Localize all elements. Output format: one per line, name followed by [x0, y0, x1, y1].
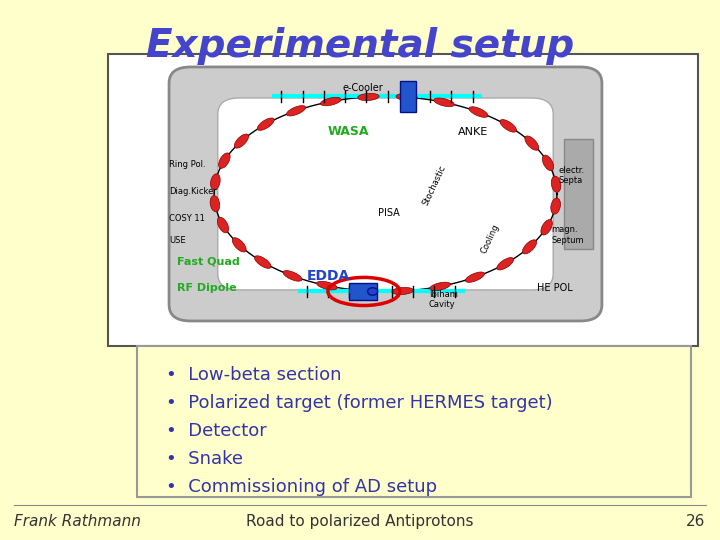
- Text: WASA: WASA: [328, 125, 369, 138]
- FancyBboxPatch shape: [108, 54, 698, 346]
- Text: Stochastic: Stochastic: [421, 164, 448, 207]
- Ellipse shape: [551, 198, 560, 214]
- Ellipse shape: [233, 238, 246, 252]
- Text: EDDA: EDDA: [306, 269, 349, 284]
- FancyBboxPatch shape: [217, 98, 553, 290]
- Text: Experimental setup: Experimental setup: [146, 27, 574, 65]
- Ellipse shape: [320, 97, 341, 106]
- Text: •  Commissioning of AD setup: • Commissioning of AD setup: [166, 478, 437, 496]
- Text: Road to polarized Antiprotons: Road to polarized Antiprotons: [246, 514, 474, 529]
- Ellipse shape: [542, 155, 554, 171]
- Text: •  Polarized target (former HERMES target): • Polarized target (former HERMES target…: [166, 394, 552, 412]
- Text: electr.
Septa: electr. Septa: [558, 166, 585, 185]
- Ellipse shape: [217, 217, 228, 233]
- Ellipse shape: [525, 136, 539, 150]
- Text: magn.
Septum: magn. Septum: [551, 225, 584, 245]
- FancyBboxPatch shape: [137, 346, 691, 497]
- Ellipse shape: [219, 153, 230, 168]
- Ellipse shape: [434, 98, 454, 106]
- Text: Diag.Kicker: Diag.Kicker: [169, 187, 217, 196]
- Circle shape: [367, 288, 377, 295]
- Ellipse shape: [392, 287, 413, 295]
- Ellipse shape: [523, 240, 536, 254]
- Ellipse shape: [552, 176, 561, 192]
- FancyBboxPatch shape: [564, 139, 593, 249]
- Ellipse shape: [283, 271, 302, 281]
- Text: 26: 26: [686, 514, 706, 529]
- Text: PISA: PISA: [378, 207, 400, 218]
- Ellipse shape: [317, 281, 337, 290]
- Text: Frank Rathmann: Frank Rathmann: [14, 514, 141, 529]
- Text: •  Detector: • Detector: [166, 422, 266, 440]
- Ellipse shape: [500, 119, 516, 132]
- Ellipse shape: [210, 195, 220, 212]
- Text: e-Cooler: e-Cooler: [342, 83, 383, 93]
- Ellipse shape: [354, 287, 375, 294]
- FancyBboxPatch shape: [400, 82, 415, 112]
- Text: Fast Quad: Fast Quad: [176, 256, 240, 266]
- Text: •  Snake: • Snake: [166, 450, 243, 468]
- Text: Cooling: Cooling: [479, 223, 500, 255]
- Ellipse shape: [210, 174, 220, 190]
- Ellipse shape: [287, 106, 305, 116]
- FancyBboxPatch shape: [349, 283, 377, 300]
- Text: •  Low-beta section: • Low-beta section: [166, 366, 341, 384]
- FancyBboxPatch shape: [169, 67, 602, 321]
- Ellipse shape: [541, 220, 552, 235]
- Text: ANKE: ANKE: [457, 126, 487, 137]
- Text: Ibiham
Cavity: Ibiham Cavity: [428, 290, 458, 309]
- Text: COSY 11: COSY 11: [169, 214, 205, 223]
- Text: USE: USE: [169, 235, 186, 245]
- Ellipse shape: [257, 118, 274, 130]
- Ellipse shape: [235, 134, 248, 148]
- Ellipse shape: [465, 272, 485, 282]
- Ellipse shape: [358, 93, 379, 100]
- Ellipse shape: [255, 256, 271, 268]
- Text: RF Dipole: RF Dipole: [176, 283, 236, 293]
- Ellipse shape: [497, 258, 513, 270]
- Text: HE POL: HE POL: [536, 283, 572, 293]
- Ellipse shape: [396, 93, 418, 101]
- Text: Ring Pol.: Ring Pol.: [169, 160, 206, 169]
- Ellipse shape: [469, 107, 488, 117]
- Ellipse shape: [430, 282, 451, 291]
